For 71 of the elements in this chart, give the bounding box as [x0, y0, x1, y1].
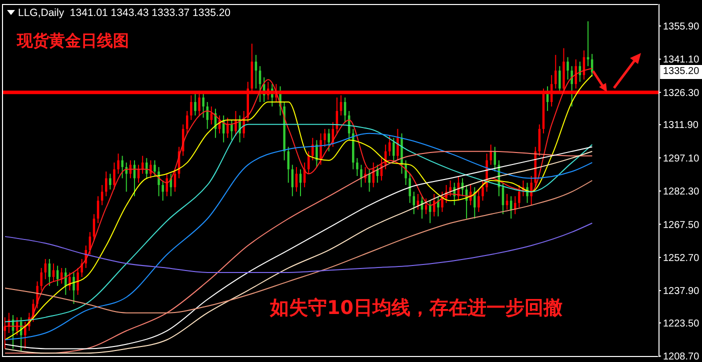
candlestick — [210, 106, 213, 125]
candlestick — [121, 155, 124, 179]
candlestick — [482, 180, 484, 202]
y-tick-label: 1341.10 — [663, 54, 700, 66]
candlestick — [490, 144, 492, 166]
candlestick — [408, 173, 411, 204]
candlestick — [64, 267, 67, 296]
candlestick — [320, 132, 322, 166]
candlestick — [105, 171, 108, 197]
candlestick — [474, 186, 476, 220]
candlestick — [24, 321, 26, 350]
candlestick — [449, 180, 452, 197]
candlestick — [109, 173, 112, 190]
candlestick — [158, 166, 160, 197]
candlestick — [76, 267, 79, 296]
candlestick — [113, 162, 116, 190]
candlestick — [360, 164, 362, 188]
y-tick-label: 1326.30 — [663, 88, 700, 99]
y-tick-label: 1237.90 — [663, 286, 700, 298]
candlestick — [328, 128, 330, 152]
candlestick — [416, 193, 420, 210]
candlestick — [514, 196, 516, 215]
candlestick — [530, 176, 532, 206]
candlestick — [356, 158, 358, 177]
candlestick — [574, 58, 577, 90]
candlestick — [68, 272, 71, 291]
candlestick — [441, 191, 444, 212]
candlestick — [186, 110, 188, 134]
candlestick — [234, 110, 237, 136]
candlestick — [586, 20, 590, 67]
y-tick-label: 1282.30 — [663, 186, 700, 198]
candlestick — [506, 193, 508, 210]
chart-subtitle: LLG,Daily 1341.01 1343.43 1333.37 1335.20 — [18, 7, 231, 19]
candlestick — [52, 262, 55, 282]
y-tick-label: 1267.50 — [663, 220, 700, 231]
candlestick — [202, 92, 204, 118]
candlestick — [312, 137, 314, 161]
candlestick — [437, 196, 440, 217]
candlestick — [154, 160, 156, 177]
candlestick — [566, 56, 569, 80]
candlestick — [40, 267, 42, 291]
candlestick — [287, 146, 290, 184]
candlestick — [396, 128, 399, 161]
candlestick — [72, 272, 75, 304]
y-tick-label: 1355.90 — [663, 22, 700, 33]
y-tick-label: 1223.50 — [663, 318, 700, 330]
annotation: 如失守10日均线，存在进一步回撤 — [270, 296, 562, 321]
candlestick — [433, 193, 436, 217]
candlestick — [424, 198, 428, 215]
candlestick — [324, 128, 326, 148]
candlestick — [404, 160, 407, 186]
candlestick — [570, 66, 573, 107]
y-tick-label: 1297.10 — [663, 153, 700, 164]
line-series — [4, 222, 593, 273]
candlestick — [162, 180, 164, 202]
text: 现货黄金日线图 — [17, 31, 129, 52]
y-tick-label: 1311.90 — [663, 120, 699, 132]
candlestick — [117, 153, 120, 174]
candlestick — [478, 188, 480, 212]
text: 1335.20 — [660, 65, 702, 80]
candlestick — [194, 92, 196, 116]
candlestick — [518, 184, 520, 208]
y-tick-label: 1252.70 — [663, 252, 700, 264]
candlestick — [230, 119, 233, 141]
candlestick — [150, 160, 152, 179]
candlestick — [368, 168, 370, 192]
candlestick — [392, 137, 395, 164]
candlestick — [206, 102, 208, 130]
candlestick — [80, 258, 83, 278]
candlestick — [146, 158, 148, 179]
y-tick-label: 1208.70 — [663, 352, 700, 362]
